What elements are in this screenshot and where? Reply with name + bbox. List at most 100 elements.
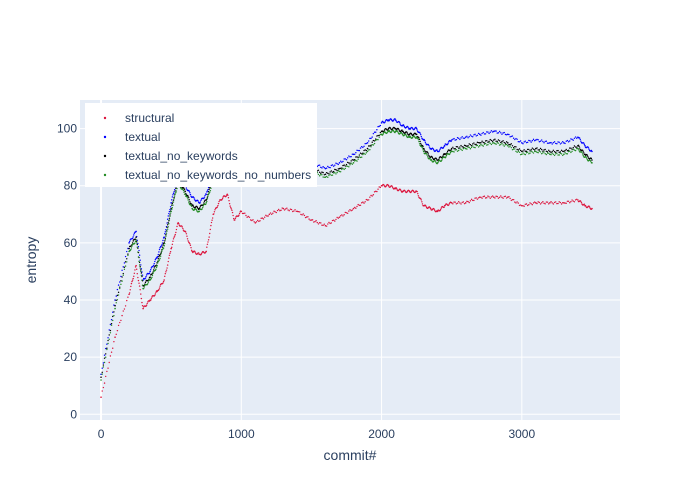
legend-marker[interactable]: [103, 173, 107, 177]
data-point: [355, 156, 357, 158]
data-point: [475, 197, 477, 199]
legend-item-label[interactable]: structural: [125, 111, 174, 125]
data-point: [423, 148, 425, 150]
data-point: [275, 211, 278, 214]
data-point: [552, 149, 555, 151]
data-point: [557, 141, 559, 143]
data-point: [207, 189, 209, 191]
data-point: [469, 200, 472, 202]
data-point: [407, 126, 409, 128]
data-point: [130, 282, 133, 285]
data-point: [127, 254, 129, 257]
legend-item-label[interactable]: textual: [125, 130, 160, 144]
data-point: [185, 233, 188, 235]
data-point: [375, 139, 377, 142]
data-point: [157, 255, 159, 258]
data-point: [498, 140, 501, 142]
data-point: [460, 148, 462, 151]
data-point: [138, 249, 140, 252]
data-point: [583, 152, 585, 154]
data-point: [362, 201, 364, 203]
data-point: [445, 156, 447, 158]
data-point: [336, 163, 338, 165]
data-point: [196, 206, 199, 209]
data-point: [176, 187, 178, 190]
data-point: [446, 150, 449, 153]
data-point: [468, 146, 470, 149]
data-point: [132, 277, 134, 280]
data-point: [160, 245, 162, 247]
data-point: [167, 260, 169, 263]
data-point: [334, 172, 336, 174]
data-point: [318, 171, 321, 173]
data-point: [263, 216, 266, 218]
data-point: [473, 134, 475, 136]
data-point: [209, 232, 211, 235]
data-point: [484, 197, 487, 199]
data-point: [387, 129, 389, 131]
data-point: [578, 147, 581, 149]
legend-marker[interactable]: [103, 135, 107, 139]
data-point: [168, 219, 171, 221]
data-point: [121, 269, 123, 271]
data-point: [379, 131, 382, 134]
data-point: [201, 208, 203, 210]
data-point: [154, 258, 157, 261]
data-point: [238, 212, 241, 215]
data-point: [559, 143, 562, 145]
data-point: [377, 134, 379, 137]
data-point: [187, 240, 189, 242]
data-point: [131, 237, 134, 239]
data-point: [254, 222, 257, 224]
data-point: [517, 141, 520, 143]
data-point: [486, 144, 488, 146]
data-point: [420, 199, 422, 201]
data-point: [569, 147, 571, 149]
data-point: [475, 135, 477, 137]
legend-item-label[interactable]: textual_no_keywords: [125, 149, 238, 163]
data-point: [218, 200, 220, 203]
data-point: [416, 129, 418, 131]
data-point: [240, 210, 243, 213]
data-point: [178, 223, 180, 225]
data-point: [454, 201, 456, 203]
data-point: [512, 148, 515, 150]
data-point: [483, 195, 486, 197]
data-point: [338, 162, 341, 164]
data-point: [133, 234, 135, 236]
legend-marker[interactable]: [103, 116, 107, 120]
data-point: [518, 151, 521, 154]
data-point: [365, 149, 368, 152]
data-point: [574, 199, 577, 201]
data-point: [544, 148, 546, 151]
data-point: [557, 149, 559, 152]
data-point: [195, 208, 197, 211]
data-point: [550, 151, 552, 154]
data-point: [164, 275, 166, 278]
data-point: [501, 196, 503, 199]
data-point: [511, 149, 514, 151]
data-point: [464, 202, 467, 204]
data-point: [349, 156, 351, 158]
data-point: [122, 272, 124, 275]
data-point: [321, 174, 323, 176]
data-point: [383, 129, 386, 131]
legend-marker[interactable]: [103, 154, 107, 158]
data-point: [508, 196, 510, 198]
data-point: [539, 151, 542, 153]
data-point: [324, 173, 327, 176]
legend[interactable]: structural textual textual_no_keywordstext…: [85, 103, 317, 187]
data-point: [157, 253, 160, 256]
data-point: [292, 210, 294, 213]
data-point: [484, 133, 487, 135]
data-point: [460, 203, 462, 205]
data-point: [440, 207, 442, 209]
data-point: [355, 159, 357, 162]
data-point: [141, 284, 144, 286]
legend-item-label[interactable]: textual_no_keywords_no_numbers: [125, 168, 311, 182]
data-point: [516, 148, 518, 151]
data-point: [116, 288, 119, 291]
data-point: [458, 149, 460, 152]
data-point: [197, 252, 200, 254]
data-point: [331, 164, 334, 166]
